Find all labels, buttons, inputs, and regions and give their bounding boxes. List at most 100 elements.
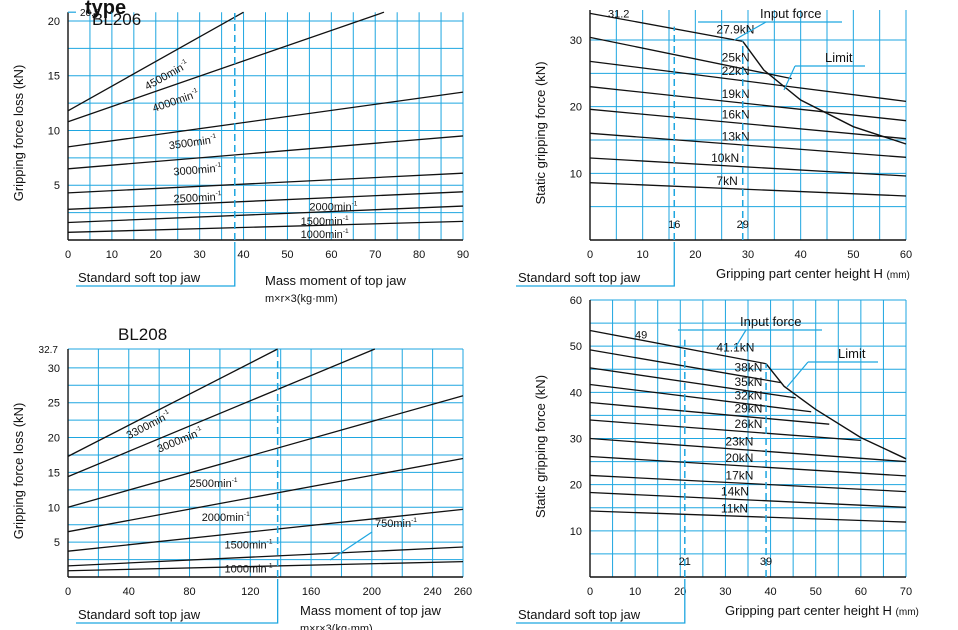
series-line <box>589 419 861 441</box>
callout-line <box>734 21 767 41</box>
series-line <box>67 11 244 112</box>
x-tick-label: 0 <box>587 249 593 261</box>
series-line <box>67 191 464 210</box>
x-tick-label: 0 <box>65 249 71 261</box>
series-line <box>67 561 464 572</box>
series-label: 1000min-1 <box>301 228 349 241</box>
y-tick-label: 20 <box>48 433 60 445</box>
series-line <box>589 510 907 523</box>
series-label: 2000min-1 <box>309 201 357 214</box>
top-value-label: 32.7 <box>39 345 59 356</box>
y-tick-label: 10 <box>48 125 60 137</box>
x-axis-sublabel: m×r×3(kg·mm) <box>300 623 373 630</box>
y-tick-label: 30 <box>570 35 582 47</box>
series-line <box>67 220 464 233</box>
series-label: 1500min-1 <box>224 539 272 552</box>
grid <box>67 12 464 240</box>
callout-line <box>329 531 373 561</box>
series-label: 2500min-1 <box>173 190 222 205</box>
x-tick-label: 0 <box>587 586 593 598</box>
y-tick-label: 15 <box>48 467 60 479</box>
callout-limit: Limit <box>838 346 866 361</box>
series-line <box>67 205 464 224</box>
x-tick-label: 40 <box>764 586 776 598</box>
y-axis-label: Static gripping force (kN) <box>533 61 548 204</box>
series-label: 1500min-1 <box>301 215 349 228</box>
limit-curve <box>742 40 907 145</box>
x-tick-label: 60 <box>900 249 912 261</box>
callout-line <box>786 361 809 388</box>
series-label: 19kN <box>722 87 750 101</box>
y-tick-label: 50 <box>570 341 582 353</box>
series-label: 2500min-1 <box>190 477 238 490</box>
series-label: 38kN <box>734 361 762 375</box>
series-label: 29kN <box>734 402 762 416</box>
x-tick-label: 20 <box>689 249 701 261</box>
x-tick-label: 30 <box>742 249 754 261</box>
series-label: 3300min-1 <box>124 408 173 442</box>
series-label: 16kN <box>722 108 750 122</box>
x-tick-label: 70 <box>900 586 912 598</box>
series-label: 3500min-1 <box>168 133 218 153</box>
series-line <box>589 60 907 102</box>
reference-bracket <box>76 579 279 624</box>
y-axis-label: Gripping force loss (kN) <box>11 403 26 540</box>
series-line <box>589 108 907 140</box>
series-line <box>67 172 464 194</box>
series-line <box>589 491 907 508</box>
reference-label: Standard soft top jaw <box>518 607 641 622</box>
page-header: type <box>85 0 126 19</box>
series-line <box>589 12 743 42</box>
series-label: 3000min-1 <box>173 162 222 179</box>
y-axis-label: Gripping force loss (kN) <box>11 65 26 202</box>
series-label: 11kN <box>721 502 748 516</box>
x-tick-label: 10 <box>637 249 649 261</box>
x-tick-label: 200 <box>363 586 381 598</box>
reference-label: Standard soft top jaw <box>518 270 641 285</box>
grid <box>67 348 464 577</box>
series-label: 27.9kN <box>716 23 754 37</box>
reference-value-label: 21 <box>679 556 691 568</box>
x-axis-label: Gripping part center height H (mm) <box>716 266 910 281</box>
series-line <box>67 508 464 552</box>
y-tick-label: 10 <box>570 526 582 538</box>
series-label: 32kN <box>734 388 762 402</box>
series-label: 14kN <box>721 485 749 499</box>
series-line <box>67 11 385 123</box>
top-value-label: 20.8 <box>80 8 100 19</box>
series-label: 10kN <box>711 151 739 165</box>
x-tick-label: 10 <box>629 586 641 598</box>
reference-bracket <box>76 242 236 287</box>
series-label: 750min-1 <box>375 517 417 530</box>
reference-value-label: 16 <box>668 219 680 231</box>
x-tick-label: 80 <box>183 586 195 598</box>
callout-limit: Limit <box>825 50 853 65</box>
x-tick-label: 0 <box>65 586 71 598</box>
y-tick-label: 5 <box>54 180 60 192</box>
callout-input-force: Input force <box>740 314 801 329</box>
x-tick-label: 50 <box>847 249 859 261</box>
callout-input-force: Input force <box>760 6 821 21</box>
x-tick-label: 160 <box>302 586 320 598</box>
bl208-loss-chart: 0 40 80 120 160 200 240 260 5 10 15 20 25 30 32.7 Gripp… <box>11 325 472 630</box>
series-label: 1000min-1 <box>224 562 272 575</box>
x-axis-label: Gripping part center height H (mm) <box>725 603 919 618</box>
y-tick-label: 20 <box>48 16 60 28</box>
series-line <box>589 455 907 477</box>
y-tick-label: 10 <box>48 502 60 514</box>
y-tick-label: 25 <box>48 398 60 410</box>
grid <box>589 10 907 240</box>
series-line <box>589 86 907 122</box>
series-line <box>67 91 464 148</box>
chart-title: BL208 <box>118 325 167 344</box>
grid <box>589 299 907 577</box>
x-tick-label: 30 <box>719 586 731 598</box>
reference-value-label: 39 <box>760 556 772 568</box>
series-label: 25kN <box>722 50 750 64</box>
series-line <box>67 348 376 478</box>
series-line <box>589 329 767 365</box>
x-tick-label: 50 <box>281 249 293 261</box>
x-tick-label: 60 <box>325 249 337 261</box>
